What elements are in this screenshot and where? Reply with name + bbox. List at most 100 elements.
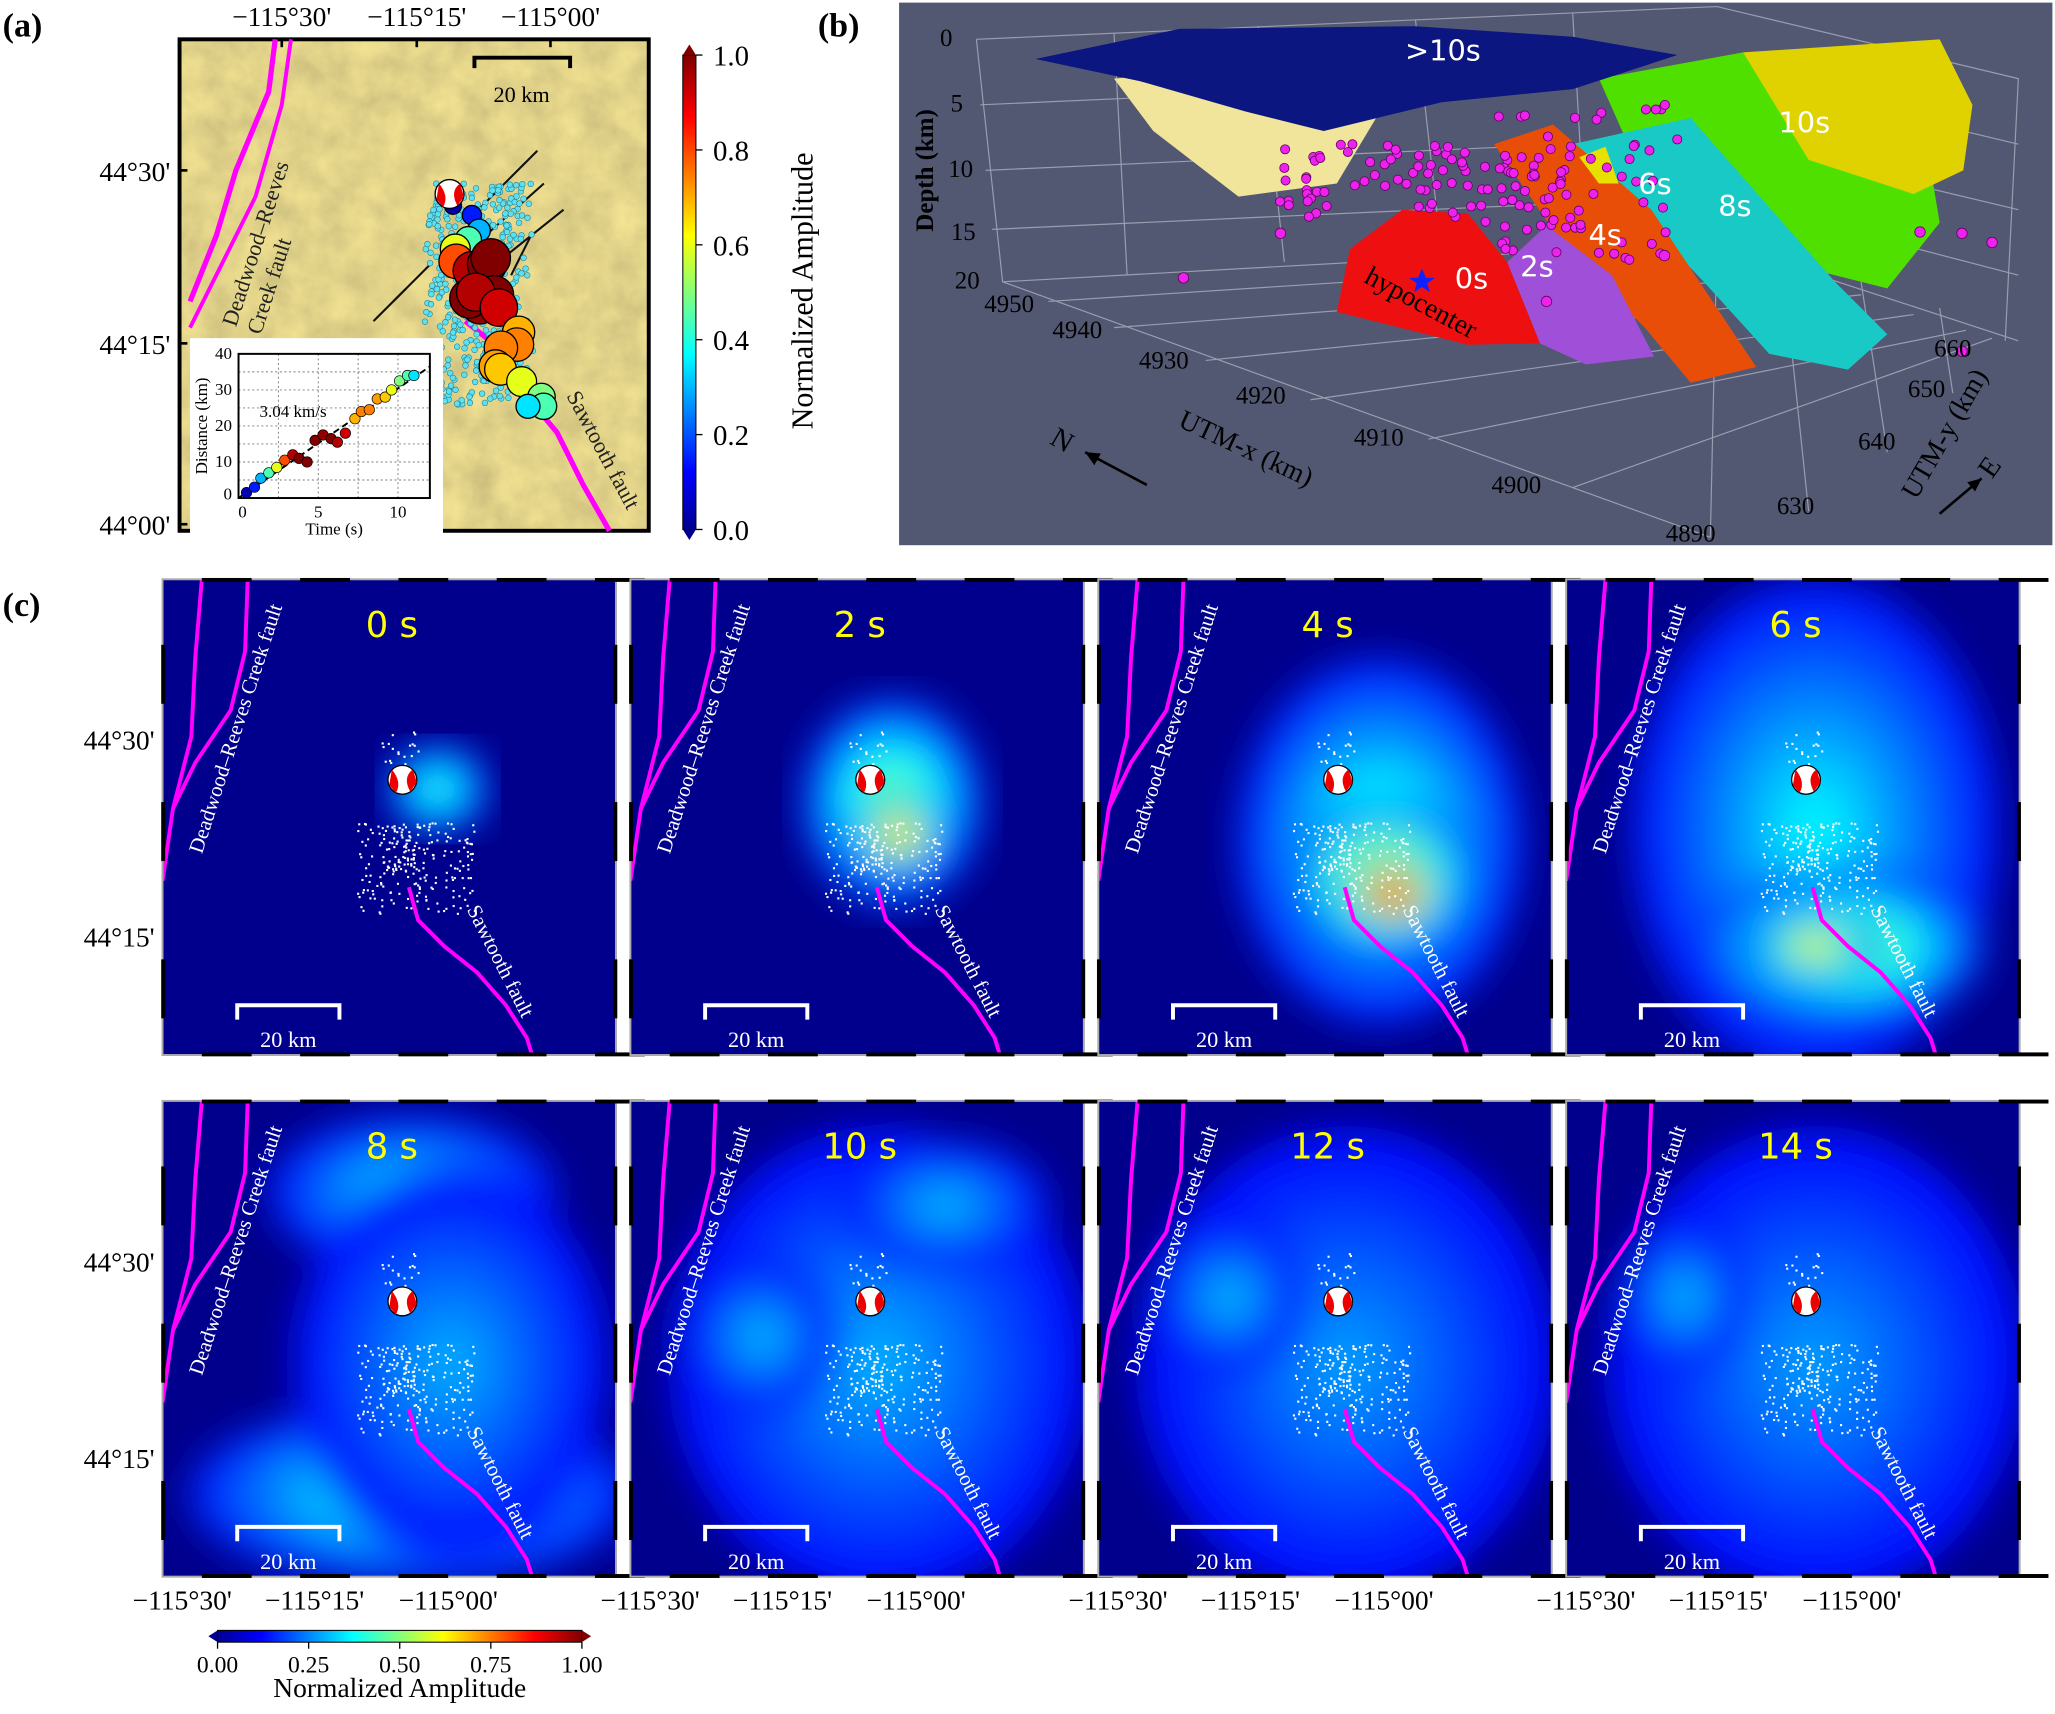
frame-tick: [201, 1052, 252, 1057]
seismicity-dot: [849, 899, 852, 902]
seismicity-dot: [1402, 864, 1406, 867]
seismicity-point: [427, 249, 434, 256]
seismicity-dot: [881, 862, 884, 865]
seismicity-dot: [366, 1410, 369, 1414]
seismicity-dot: [1300, 874, 1304, 878]
seismicity-dot: [1342, 1379, 1345, 1382]
seismicity-dot: [866, 1387, 869, 1390]
seismicity-dot: [1866, 1408, 1869, 1411]
seismicity-dot: [1764, 840, 1768, 843]
seismicity-dot: [1809, 1428, 1812, 1431]
seismicity-dot: [884, 833, 888, 836]
seismicity-dot: [396, 1352, 399, 1355]
scale-bar-label: 20 km: [260, 1549, 316, 1574]
seismicity-dot: [1370, 822, 1373, 825]
seismicity-dot: [361, 840, 364, 843]
seismicity-dot: [1861, 1371, 1864, 1374]
aftershock-sphere: [1413, 161, 1424, 172]
seismicity-point: [442, 280, 449, 288]
seismicity-dot: [379, 912, 382, 915]
seismicity-dot: [383, 837, 386, 841]
seismicity-dot: [1871, 1398, 1874, 1401]
seismicity-dot: [393, 863, 396, 866]
aftershock-sphere: [1631, 176, 1642, 187]
seismicity-dot: [872, 1391, 875, 1394]
seismicity-dot: [864, 1352, 867, 1355]
seismicity-dot: [384, 829, 388, 832]
seismicity-dot: [1809, 1361, 1812, 1364]
panel-label-a: (a): [3, 8, 43, 45]
seismicity-dot: [1316, 899, 1320, 902]
seismicity-dot: [838, 855, 842, 858]
seismicity-dot: [1790, 1347, 1793, 1350]
seismicity-dot: [1775, 889, 1778, 893]
seismicity-dot: [1322, 1347, 1325, 1350]
deadwood-fault-line: [639, 1100, 718, 1332]
seismicity-dot: [938, 1380, 942, 1383]
seismicity-point: [482, 327, 490, 334]
seismicity-dot: [1811, 1370, 1814, 1373]
seismicity-dot: [1388, 889, 1391, 893]
frame-tick: [866, 1052, 917, 1057]
seismicity-dot: [856, 1369, 859, 1372]
seismicity-dot: [1349, 1366, 1352, 1369]
seismicity-dot: [850, 1377, 853, 1380]
seismicity-dot: [1346, 1379, 1349, 1382]
seismicity-dot: [358, 823, 361, 826]
seismicity-dot: [467, 864, 470, 867]
seismicity-dot: [380, 1405, 383, 1408]
seismicity-dot: [828, 856, 831, 859]
seismicity-dot: [473, 1431, 476, 1434]
frame-tick: [1334, 1099, 1384, 1104]
seismicity-dot: [1856, 827, 1859, 830]
seismicity-dot: [383, 1394, 386, 1397]
seismicity-dot: [452, 1417, 455, 1421]
seismicity-dot: [1792, 759, 1795, 762]
seismicity-dot: [847, 882, 851, 885]
seismicity-dot: [459, 1381, 462, 1385]
seismicity-dot: [1771, 1384, 1774, 1387]
seismicity-dot: [848, 883, 851, 886]
seismicity-dot: [830, 909, 833, 912]
seismicity-dot: [875, 849, 878, 852]
seismicity-dot: [1403, 1398, 1406, 1401]
seismicity-dot: [1786, 1382, 1789, 1385]
seismicity-dot: [1353, 1272, 1356, 1275]
frame-tick: [768, 577, 818, 582]
seismicity-dot: [1806, 851, 1810, 854]
seismicity-dot: [1359, 1398, 1362, 1401]
seismicity-point: [466, 393, 473, 400]
seismicity-dot: [1329, 1351, 1332, 1354]
seismicity-dot: [1298, 909, 1301, 912]
frame-tick: [1081, 959, 1086, 1019]
data-point: [255, 472, 267, 484]
seismicity-dot: [1795, 1389, 1798, 1392]
aftershock-sphere: [1347, 139, 1358, 150]
seismicity-point: [421, 318, 429, 325]
aftershock-sphere: [1349, 180, 1360, 191]
seismicity-dot: [1873, 1364, 1876, 1367]
seismicity-dot: [432, 857, 435, 860]
seismicity-dot: [1773, 1396, 1776, 1399]
seismicity-dot: [865, 1380, 868, 1383]
seismicity-dot: [927, 860, 930, 863]
seismicity-dot: [1409, 1352, 1412, 1355]
seismicity-dot: [364, 844, 367, 847]
frame-tick: [1334, 1574, 1384, 1578]
seismicity-dot: [1401, 1363, 1404, 1366]
seismicity-dot: [913, 1429, 916, 1432]
seismicity-dot: [1352, 1347, 1355, 1350]
seismicity-dot: [451, 878, 454, 882]
seismicity-dot: [887, 1399, 890, 1402]
seismicity-dot: [1835, 1409, 1838, 1412]
seismicity-dot: [1335, 1389, 1338, 1392]
frame-tick: [1564, 959, 1569, 1019]
seismicity-point: [496, 204, 503, 211]
seismicity-dot: [825, 1351, 828, 1354]
seismicity-dot: [1334, 1414, 1337, 1417]
seismicity-dot: [1811, 1361, 1814, 1364]
seismicity-dot: [443, 1376, 446, 1379]
frame-tick: [1802, 1574, 1852, 1578]
seismicity-dot: [369, 874, 372, 877]
seismicity-dot: [1850, 835, 1853, 839]
